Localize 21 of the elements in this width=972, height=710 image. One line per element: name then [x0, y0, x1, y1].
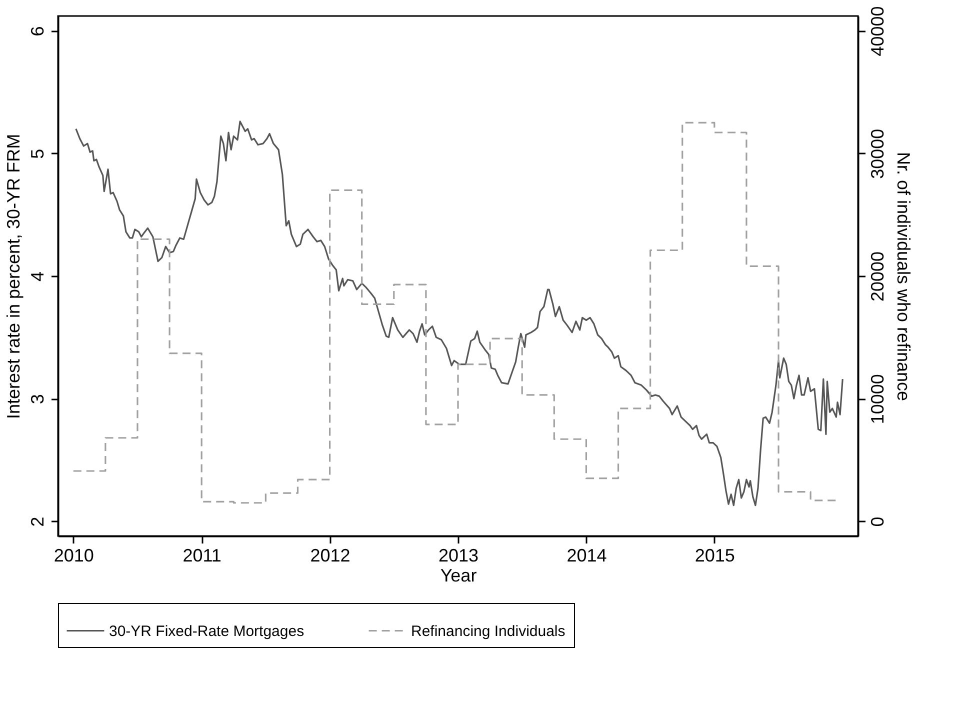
y-tick-label: 5 — [28, 148, 48, 159]
y-tick-label: 3 — [28, 394, 48, 404]
x-tick-label: 2011 — [182, 546, 222, 566]
legend-label: 30-YR Fixed-Rate Mortgages — [109, 622, 304, 640]
y2-tick-label: 20000 — [868, 251, 888, 302]
x-tick-label: 2012 — [310, 546, 350, 566]
y-tick-label: 2 — [28, 516, 48, 527]
y-tick-label: 4 — [28, 271, 48, 282]
y2-tick-label: 0 — [868, 516, 888, 527]
x-axis-title: Year — [440, 566, 477, 586]
y-tick-label: 6 — [28, 26, 48, 36]
x-tick-label: 2010 — [54, 546, 94, 566]
x-tick-label: 2013 — [438, 546, 479, 566]
x-tick-label: 2014 — [566, 546, 607, 566]
legend-label: Refinancing Individuals — [411, 622, 566, 640]
y-axis-title: Interest rate in percent, 30-YR FRM — [4, 134, 24, 420]
y2-axis-title: Nr. of individuals who refinance — [894, 152, 914, 402]
y2-tick-label: 10000 — [868, 374, 888, 424]
x-tick-label: 2015 — [694, 546, 735, 566]
y2-tick-label: 30000 — [868, 128, 888, 179]
y2-tick-label: 40000 — [868, 6, 888, 56]
